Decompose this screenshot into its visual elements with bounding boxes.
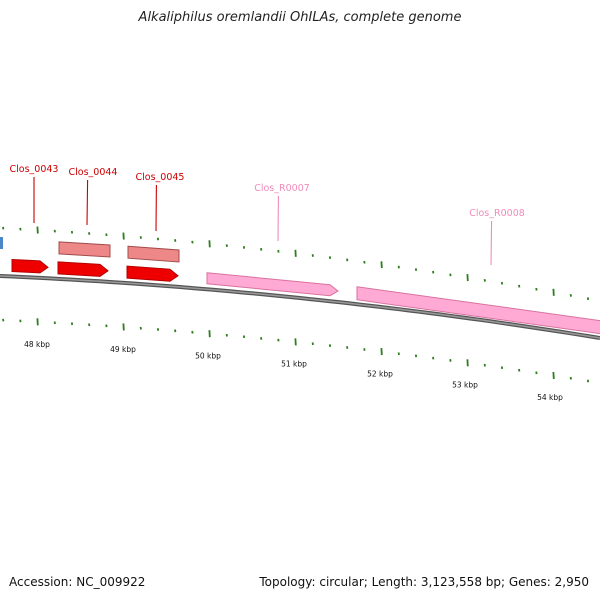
scale-label-51-kbp: 51 kbp bbox=[281, 360, 307, 369]
scale-label-50-kbp: 50 kbp bbox=[195, 352, 221, 361]
gene-label-clos_0043: Clos_0043 bbox=[10, 164, 59, 175]
gene-leader-line bbox=[86, 179, 89, 226]
genome-backbone bbox=[0, 274, 600, 340]
genome-summary-text: Topology: circular; Length: 3,123,558 bp… bbox=[259, 575, 589, 589]
gene-label-clos_0044: Clos_0044 bbox=[69, 167, 118, 178]
gene-features bbox=[0, 237, 600, 335]
gene-clos-r0007-arrow bbox=[206, 272, 339, 297]
gene-clos-0044-arrow bbox=[57, 261, 109, 277]
gene-labels: Clos_0043 Clos_0044 Clos_0045 Clos_R0007 Clo… bbox=[10, 164, 525, 266]
genome-title: Alkaliphilus oremlandii OhILAs, complete… bbox=[138, 10, 462, 25]
outer-tick-track bbox=[2, 226, 590, 301]
gene-leader-line bbox=[490, 220, 493, 266]
gene-label-clos_r0008: Clos_R0008 bbox=[469, 208, 525, 219]
inner-tick-track bbox=[2, 318, 590, 383]
scale-label-48-kbp: 48 kbp bbox=[24, 340, 50, 349]
gene-clos-r0008-arrow bbox=[356, 286, 600, 335]
scale-label-52-kbp: 52 kbp bbox=[367, 369, 393, 378]
backbone-highlight bbox=[0, 275, 600, 339]
gene-clos-0043-arrow bbox=[11, 259, 49, 274]
scale-label-53-kbp: 53 kbp bbox=[452, 380, 478, 389]
accession-text: Accession: NC_009922 bbox=[9, 575, 146, 589]
scale-label-54-kbp: 54 kbp bbox=[537, 393, 563, 402]
gene-clos-0044-block bbox=[58, 241, 111, 258]
gene-label-clos_r0007: Clos_R0007 bbox=[254, 183, 310, 194]
scale-labels: 48 kbp 49 kbp 50 kbp 51 kbp 52 kbp 53 kbp 54 k… bbox=[24, 340, 563, 402]
gene-clos-0045-block bbox=[127, 245, 180, 263]
gene-label-clos_0045: Clos_0045 bbox=[136, 172, 185, 183]
gene-clos-0045-arrow bbox=[126, 265, 179, 282]
partial-gene-left-edge bbox=[0, 237, 3, 249]
scale-label-49-kbp: 49 kbp bbox=[110, 345, 136, 354]
